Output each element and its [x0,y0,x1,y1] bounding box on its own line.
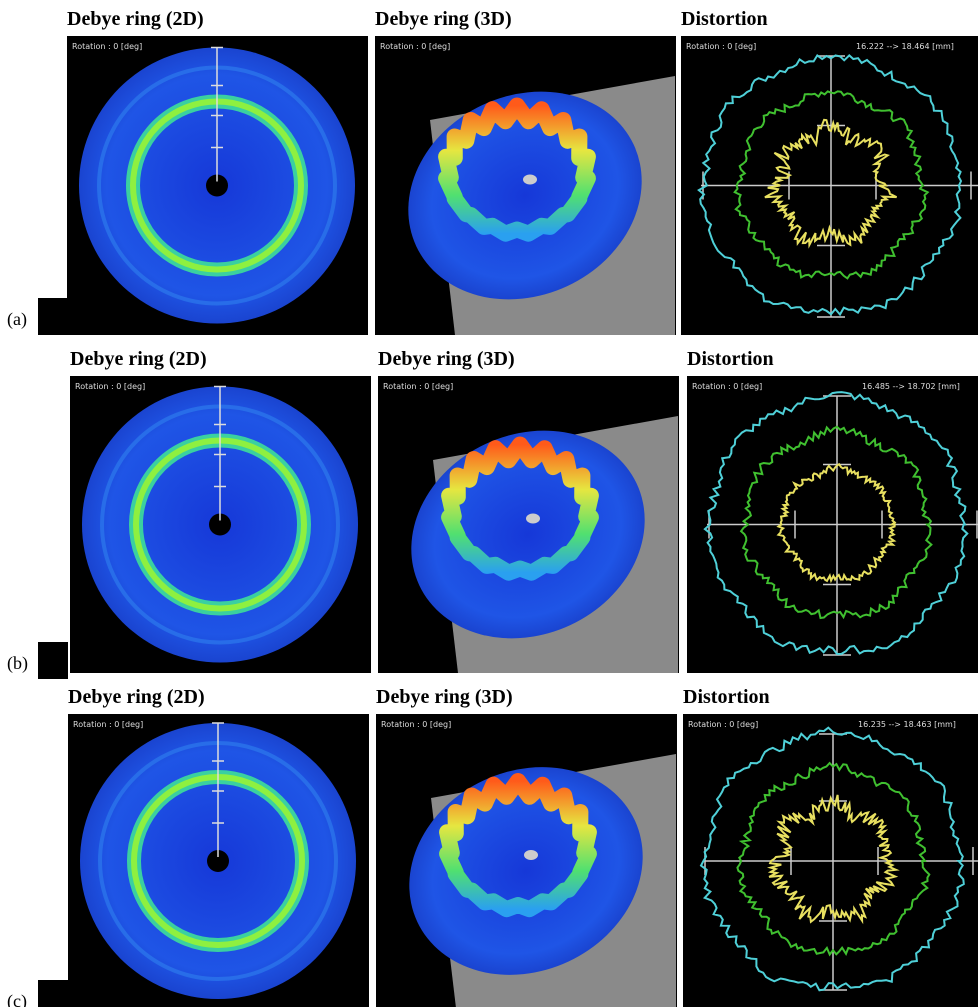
panel-title: Debye ring (2D) [68,686,205,708]
figure: (a) Debye ring (2D) Rotation : 0 [deg] Deby… [0,0,978,1007]
range-text: 16.485 --> 18.702 [mm] [862,382,960,391]
rotation-text: Rotation : 0 [deg] [72,42,142,51]
panel: Rotation : 0 [deg] [375,714,677,1007]
figure-row: (c) Debye ring (2D) Rotation : 0 [deg] Deby… [7,686,978,1007]
center-pin [526,514,540,524]
range-text: 16.222 --> 18.464 [mm] [856,42,954,51]
row-label: (a) [7,309,27,330]
panel: 16.485 --> 18.702 [mm] Rotation : 0 [deg] [687,376,978,673]
center-pin [524,850,538,860]
panel-title: Debye ring (3D) [378,348,515,370]
panel-title: Debye ring (3D) [376,686,513,708]
panel: Rotation : 0 [deg] [68,714,369,1007]
rotation-text: Rotation : 0 [deg] [383,382,453,391]
center-pin [523,175,537,185]
label-box [38,980,68,1007]
row-label: (b) [7,653,28,674]
panel: Rotation : 0 [deg] [67,36,368,335]
panel-title: Debye ring (2D) [67,8,204,30]
label-box [38,298,68,335]
panel-title: Debye ring (3D) [375,8,512,30]
figure-row: (a) Debye ring (2D) Rotation : 0 [deg] Deby… [7,8,978,337]
rotation-text: Rotation : 0 [deg] [380,42,450,51]
label-box [38,642,68,679]
rotation-text: Rotation : 0 [deg] [692,382,762,391]
rotation-text: Rotation : 0 [deg] [381,720,451,729]
panel: Rotation : 0 [deg] [377,376,679,676]
rotation-text: Rotation : 0 [deg] [688,720,758,729]
rotation-text: Rotation : 0 [deg] [686,42,756,51]
figure-row: (b) Debye ring (2D) Rotation : 0 [deg] Deby… [7,348,978,679]
panel-title: Distortion [681,8,768,30]
panel-title: Debye ring (2D) [70,348,207,370]
panel: 16.222 --> 18.464 [mm] Rotation : 0 [deg] [681,36,978,335]
page: (a) Debye ring (2D) Rotation : 0 [deg] Deby… [0,0,978,1007]
panel: Rotation : 0 [deg] [70,376,371,673]
row-label: (c) [7,991,27,1007]
range-text: 16.235 --> 18.463 [mm] [858,720,956,729]
panel-title: Distortion [683,686,770,708]
panel: Rotation : 0 [deg] [374,36,676,337]
panel-title: Distortion [687,348,774,370]
rotation-text: Rotation : 0 [deg] [73,720,143,729]
panel: 16.235 --> 18.463 [mm] Rotation : 0 [deg] [683,714,978,1007]
rotation-text: Rotation : 0 [deg] [75,382,145,391]
